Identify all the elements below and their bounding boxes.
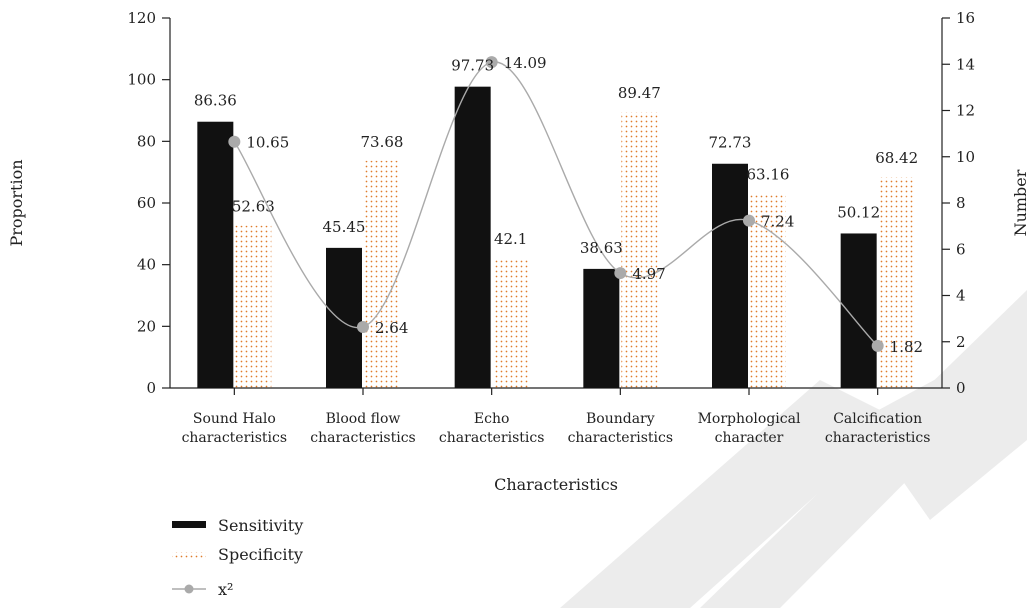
label-sensitivity: 50.12 bbox=[837, 203, 880, 221]
x-axis-title: Characteristics bbox=[494, 475, 618, 494]
label-specificity: 68.42 bbox=[875, 149, 918, 167]
y2-tick-label: 14 bbox=[956, 55, 975, 73]
label-sensitivity: 45.45 bbox=[323, 218, 366, 236]
legend-label-x2: x² bbox=[218, 580, 233, 599]
y2-tick-label: 6 bbox=[956, 240, 966, 258]
label-specificity: 52.63 bbox=[232, 198, 275, 216]
y-tick-label: 0 bbox=[146, 379, 156, 397]
legend-swatch-specificity bbox=[172, 552, 206, 560]
bar-sensitivity bbox=[326, 247, 362, 388]
bars bbox=[197, 86, 915, 389]
bar-sensitivity bbox=[583, 268, 620, 388]
x-tick-label: Morphological character bbox=[698, 411, 801, 446]
y-tick-label: 80 bbox=[137, 132, 156, 150]
x-tick-label: Calcification characteristics bbox=[825, 411, 930, 446]
bar-sensitivity bbox=[454, 86, 491, 388]
bar-specificity bbox=[750, 193, 786, 388]
bar-specificity bbox=[878, 177, 915, 388]
legend-label-specificity: Specificity bbox=[218, 545, 303, 564]
x2-marker bbox=[614, 267, 627, 280]
x2-marker bbox=[485, 56, 498, 69]
label-specificity: 73.68 bbox=[361, 133, 404, 151]
y2-axis-title: Number bbox=[1011, 169, 1027, 236]
x-ticks: Sound Halo characteristics Blood flow chara… bbox=[182, 388, 930, 446]
label-sensitivity: 86.36 bbox=[194, 92, 237, 110]
x2-marker bbox=[357, 320, 369, 333]
y2-tick-label: 0 bbox=[956, 379, 966, 397]
x-tick-label: Blood flow characteristics bbox=[310, 411, 415, 446]
x2-marker bbox=[743, 214, 755, 227]
x-tick-label: Boundary characteristics bbox=[568, 411, 673, 446]
label-x2: 7.24 bbox=[761, 213, 794, 231]
y-tick-label: 20 bbox=[137, 317, 156, 335]
label-x2: 14.09 bbox=[504, 54, 547, 72]
y2-tick-label: 4 bbox=[956, 287, 966, 305]
x-tick-label: Sound Halo characteristics bbox=[182, 411, 287, 446]
legend: Sensitivity Specificity x² bbox=[172, 516, 303, 599]
y2-tick-label: 2 bbox=[956, 333, 966, 351]
bar-sensitivity bbox=[840, 233, 877, 388]
y2-tick-label: 16 bbox=[956, 9, 975, 27]
y-axis-title: Proportion bbox=[7, 159, 26, 246]
watermark bbox=[560, 290, 1027, 608]
label-specificity: 89.47 bbox=[618, 84, 661, 102]
x2-marker bbox=[228, 135, 241, 148]
label-specificity: 42.1 bbox=[494, 230, 527, 248]
y-tick-label: 40 bbox=[137, 256, 156, 274]
left-ticks: 0 20 40 60 80 100 120 bbox=[127, 9, 170, 397]
label-sensitivity: 97.73 bbox=[451, 57, 494, 75]
legend-swatch-sensitivity bbox=[172, 521, 206, 528]
y-tick-label: 60 bbox=[137, 194, 156, 212]
label-sensitivity: 38.63 bbox=[580, 239, 623, 257]
x-tick-label: Echo characteristics bbox=[439, 411, 544, 446]
y-tick-label: 120 bbox=[127, 9, 156, 27]
legend-swatch-x2-marker bbox=[184, 584, 194, 594]
data-labels: 86.36 52.63 10.65 45.45 73.68 2.64 97.73 42.1 14… bbox=[194, 54, 923, 356]
bar-specificity bbox=[235, 225, 272, 388]
y2-tick-label: 8 bbox=[956, 194, 966, 212]
legend-label-sensitivity: Sensitivity bbox=[218, 516, 303, 535]
label-specificity: 63.16 bbox=[747, 165, 790, 183]
x2-marker bbox=[871, 339, 884, 352]
bar-specificity bbox=[492, 258, 529, 388]
y-tick-label: 100 bbox=[127, 71, 156, 89]
bar-specificity bbox=[621, 112, 658, 389]
bar-specificity bbox=[364, 160, 400, 388]
bar-sensitivity bbox=[712, 163, 748, 388]
axes bbox=[169, 18, 943, 389]
y2-tick-label: 10 bbox=[956, 148, 975, 166]
right-ticks: 0 2 4 6 8 10 12 14 16 bbox=[942, 9, 975, 397]
bar-sensitivity bbox=[197, 121, 234, 389]
y2-tick-label: 12 bbox=[956, 102, 975, 120]
label-x2: 10.65 bbox=[246, 134, 289, 152]
line-series bbox=[228, 56, 884, 352]
label-sensitivity: 72.73 bbox=[709, 134, 752, 152]
label-x2: 4.97 bbox=[632, 265, 665, 283]
label-x2: 1.82 bbox=[890, 338, 923, 356]
label-x2: 2.64 bbox=[375, 319, 408, 337]
